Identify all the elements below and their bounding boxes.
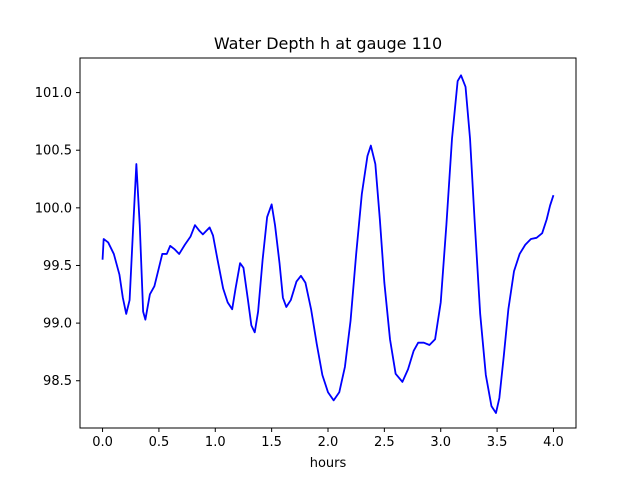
y-axis-ticks: 98.5 99.0 99.5 100.0 100.5 101.0: [35, 86, 80, 389]
water-depth-line: [101, 74, 555, 414]
x-tick-label: 2.0: [318, 435, 339, 450]
x-axis-label: hours: [310, 456, 347, 471]
x-tick-label: 1.0: [205, 435, 226, 450]
x-tick-label: 1.5: [261, 435, 282, 450]
x-tick-label: 3.5: [487, 435, 508, 450]
x-tick-label: 3.0: [430, 435, 451, 450]
x-tick-label: 4.0: [543, 435, 564, 450]
x-tick-label: 2.5: [374, 435, 395, 450]
y-tick-label: 99.5: [43, 259, 72, 274]
y-tick-label: 99.0: [43, 317, 72, 332]
chart-title: Water Depth h at gauge 110: [214, 34, 442, 53]
x-tick-label: 0.5: [149, 435, 170, 450]
y-tick-label: 98.5: [43, 374, 72, 389]
y-tick-label: 100.5: [35, 144, 72, 159]
y-tick-label: 101.0: [35, 86, 72, 101]
y-tick-label: 100.0: [35, 201, 72, 216]
x-tick-label: 0.0: [92, 435, 113, 450]
x-axis-ticks: 0.0 0.5 1.0 1.5 2.0 2.5 3.0 3.5 4.0: [92, 428, 564, 450]
